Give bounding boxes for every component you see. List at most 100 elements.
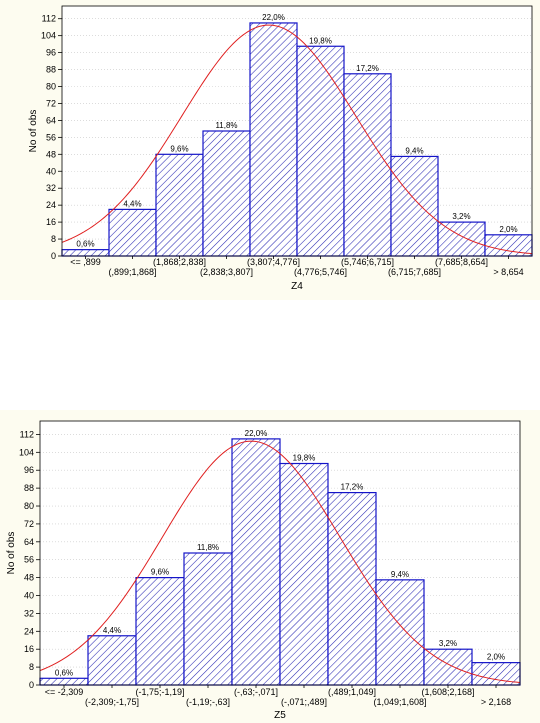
percent-label: 22,0% <box>245 429 268 438</box>
x-tick-label: (-2,309;-1,75] <box>85 697 139 707</box>
x-tick-label: (,899;1,868] <box>108 267 156 277</box>
histogram-bar <box>155 153 204 257</box>
y-tick-label: 96 <box>46 48 56 58</box>
x-tick-label: (6,715;7,685] <box>388 267 441 277</box>
y-tick-label: 16 <box>24 644 34 654</box>
y-tick-label: 0 <box>29 680 34 690</box>
x-tick-label: (-1,19;-,63] <box>186 697 230 707</box>
y-tick-label: 48 <box>24 573 34 583</box>
histogram-bar <box>135 577 185 686</box>
y-tick-label: 88 <box>24 483 34 493</box>
percent-label: 0,6% <box>55 668 73 677</box>
histogram-z5: 0 8 16 24 32 40 48 56 64 72 80 88 96 104 112 0,6% 4,4% 9,… <box>6 420 521 721</box>
x-tick-label: <= ,899 <box>70 257 101 267</box>
percent-label: 3,2% <box>452 212 470 221</box>
y-tick-label: 32 <box>24 608 34 618</box>
x-tick-label: (7,685;8,654] <box>435 257 488 267</box>
x-tick-label: (1,608;2,168] <box>421 687 474 697</box>
percent-label: 4,4% <box>123 199 141 208</box>
x-tick-label: (1,868;2,838] <box>153 257 206 267</box>
x-tick-label: <= -2,309 <box>45 687 84 697</box>
y-axis-title: No of obs <box>6 532 17 575</box>
y-tick-label: 8 <box>51 234 56 244</box>
percent-label: 3,2% <box>439 639 457 648</box>
plot-frame <box>61 5 533 257</box>
x-tick-label: (-,63;-,071] <box>234 687 278 697</box>
percent-label: 9,4% <box>391 570 409 579</box>
histogram-bar <box>375 579 425 686</box>
histogram-bar <box>39 677 89 686</box>
histogram-bar <box>423 648 473 686</box>
y-tick-label: 16 <box>46 217 56 227</box>
x-tick-label: (,489;1,049] <box>328 687 376 697</box>
y-tick-label: 48 <box>46 149 56 159</box>
histogram-bar <box>61 249 110 257</box>
y-tick-label: 72 <box>46 98 56 108</box>
percent-label: 19,8% <box>309 36 332 45</box>
y-tick-label: 96 <box>24 465 34 475</box>
y-tick-label: 80 <box>24 501 34 511</box>
histogram-z4: 0 8 16 24 32 40 48 56 64 72 80 88 96 104 112 0,6% 4,4% 9,… <box>28 5 533 292</box>
percent-label: 17,2% <box>341 483 364 492</box>
x-tick-label: (2,838;3,807] <box>200 267 253 277</box>
histogram-bar <box>87 635 137 686</box>
x-tick-label: (1,049;1,608] <box>373 697 426 707</box>
percent-label: 22,0% <box>262 13 285 22</box>
y-tick-label: 40 <box>46 166 56 176</box>
histogram-bar <box>296 45 345 257</box>
histogram-bar <box>390 155 439 257</box>
percent-label: 17,2% <box>356 64 379 73</box>
y-tick-label: 104 <box>41 31 56 41</box>
y-tick-label: 56 <box>24 555 34 565</box>
plot-frame <box>39 420 521 686</box>
x-tick-label: > 2,168 <box>481 697 511 707</box>
y-tick-label: 64 <box>46 115 56 125</box>
percent-label: 9,4% <box>405 146 423 155</box>
normal-fit-curve <box>61 24 533 255</box>
y-tick-label: 64 <box>24 537 34 547</box>
percent-label: 2,0% <box>487 653 505 662</box>
normal-fit-curve <box>39 440 521 683</box>
x-tick-label: (4,776;5,746] <box>294 267 347 277</box>
histogram-bar <box>249 22 298 257</box>
histogram-bar <box>279 462 329 686</box>
histogram-bar <box>437 221 486 257</box>
x-tick-label: (-,071;,489] <box>281 697 327 707</box>
histogram-bar <box>231 438 281 686</box>
y-tick-label: 40 <box>24 591 34 601</box>
x-tick-label: (-1,75;-1,19] <box>135 687 184 697</box>
percent-label: 19,8% <box>293 454 316 463</box>
percent-label: 0,6% <box>76 240 94 249</box>
histogram-bar <box>108 208 157 257</box>
x-axis-title: Z5 <box>274 710 286 721</box>
percent-label: 2,0% <box>499 225 517 234</box>
x-tick-label: (5,746;6,715] <box>341 257 394 267</box>
histogram-bar <box>343 73 392 257</box>
y-tick-label: 56 <box>46 132 56 142</box>
y-tick-label: 80 <box>46 82 56 92</box>
x-axis-title: Z4 <box>291 281 303 292</box>
y-tick-label: 24 <box>46 200 56 210</box>
y-axis-title: No of obs <box>28 110 39 153</box>
percent-label: 11,8% <box>197 543 219 552</box>
y-tick-label: 72 <box>24 519 34 529</box>
histogram-z5-panel: 0 8 16 24 32 40 48 56 64 72 80 88 96 104 112 0,6% 4,4% 9,… <box>0 410 540 723</box>
y-tick-label: 104 <box>19 447 34 457</box>
y-tick-label: 112 <box>42 14 56 24</box>
histogram-z4-panel: 0 8 16 24 32 40 48 56 64 72 80 88 96 104 112 0,6% 4,4% 9,… <box>0 0 540 300</box>
histogram-bar <box>327 491 377 686</box>
y-tick-label: 0 <box>51 251 56 261</box>
y-tick-label: 32 <box>46 183 56 193</box>
y-tick-label: 8 <box>29 662 34 672</box>
percent-label: 9,6% <box>151 568 169 577</box>
histogram-bar <box>183 552 233 686</box>
y-tick-label: 24 <box>24 626 34 636</box>
percent-label: 4,4% <box>103 626 121 635</box>
histogram-bar <box>202 130 251 257</box>
x-tick-label: (3,807;4,776] <box>247 257 300 267</box>
y-tick-label: 112 <box>20 429 34 439</box>
percent-label: 9,6% <box>170 144 188 153</box>
x-tick-label: > 8,654 <box>493 267 523 277</box>
percent-label: 11,8% <box>215 121 237 130</box>
y-tick-label: 88 <box>46 65 56 75</box>
